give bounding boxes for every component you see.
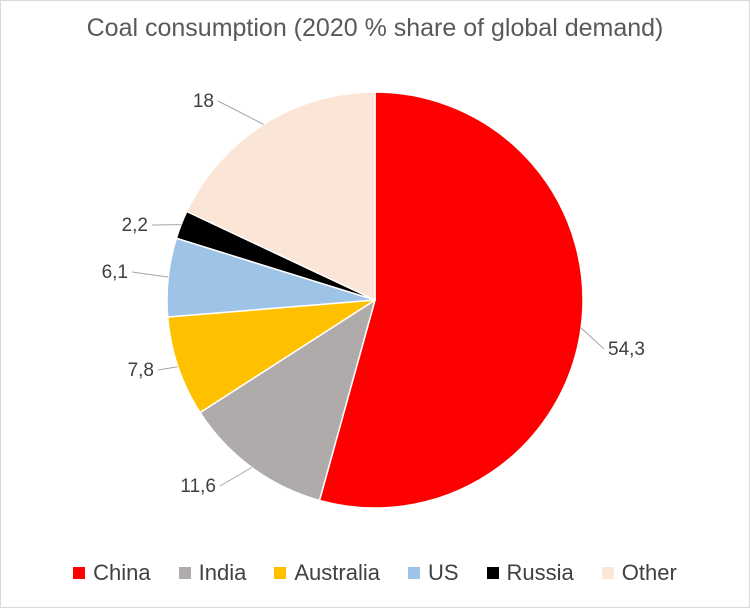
legend-item-other: Other — [601, 560, 677, 586]
pie-slice-other — [185, 91, 376, 302]
legend-item-russia: Russia — [486, 560, 574, 586]
data-label-russia: 2,2 — [122, 215, 148, 236]
legend-swatch-russia — [486, 567, 499, 579]
data-label-india: 11,6 — [180, 476, 216, 497]
legend-item-india: India — [178, 560, 247, 586]
data-label-australia: 7,8 — [128, 360, 154, 381]
legend-label-china: China — [93, 560, 151, 585]
legend-label-australia: Australia — [294, 560, 380, 585]
legend-label-russia: Russia — [506, 560, 574, 585]
leader-line-other — [217, 100, 264, 125]
legend-swatch-other — [601, 567, 614, 579]
legend-label-other: Other — [621, 560, 677, 585]
legend-item-australia: Australia — [274, 560, 380, 586]
pie-slice-india — [199, 298, 377, 502]
leader-line-china — [580, 327, 605, 350]
legend-label-india: India — [198, 560, 247, 585]
leader-line-us — [131, 271, 169, 278]
data-label-us: 6,1 — [102, 262, 128, 283]
leader-line-india — [219, 467, 252, 487]
legend-swatch-china — [73, 567, 86, 579]
chart-title: Coal consumption (2020 % share of global… — [86, 14, 664, 42]
legend-swatch-us — [407, 567, 420, 579]
data-label-china: 54,3 — [608, 339, 645, 360]
pie-slice-australia — [166, 299, 376, 414]
pie-slice-china — [318, 91, 584, 509]
leader-line-australia — [157, 366, 179, 371]
legend-swatch-australia — [274, 567, 287, 579]
data-label-other: 18 — [193, 91, 214, 112]
legend-label-us: US — [427, 560, 459, 585]
legend-swatch-india — [178, 567, 191, 579]
legend-item-us: US — [407, 560, 459, 586]
legend: China India Australia US Russia Other — [0, 560, 750, 586]
legend-item-china: China — [73, 560, 151, 586]
